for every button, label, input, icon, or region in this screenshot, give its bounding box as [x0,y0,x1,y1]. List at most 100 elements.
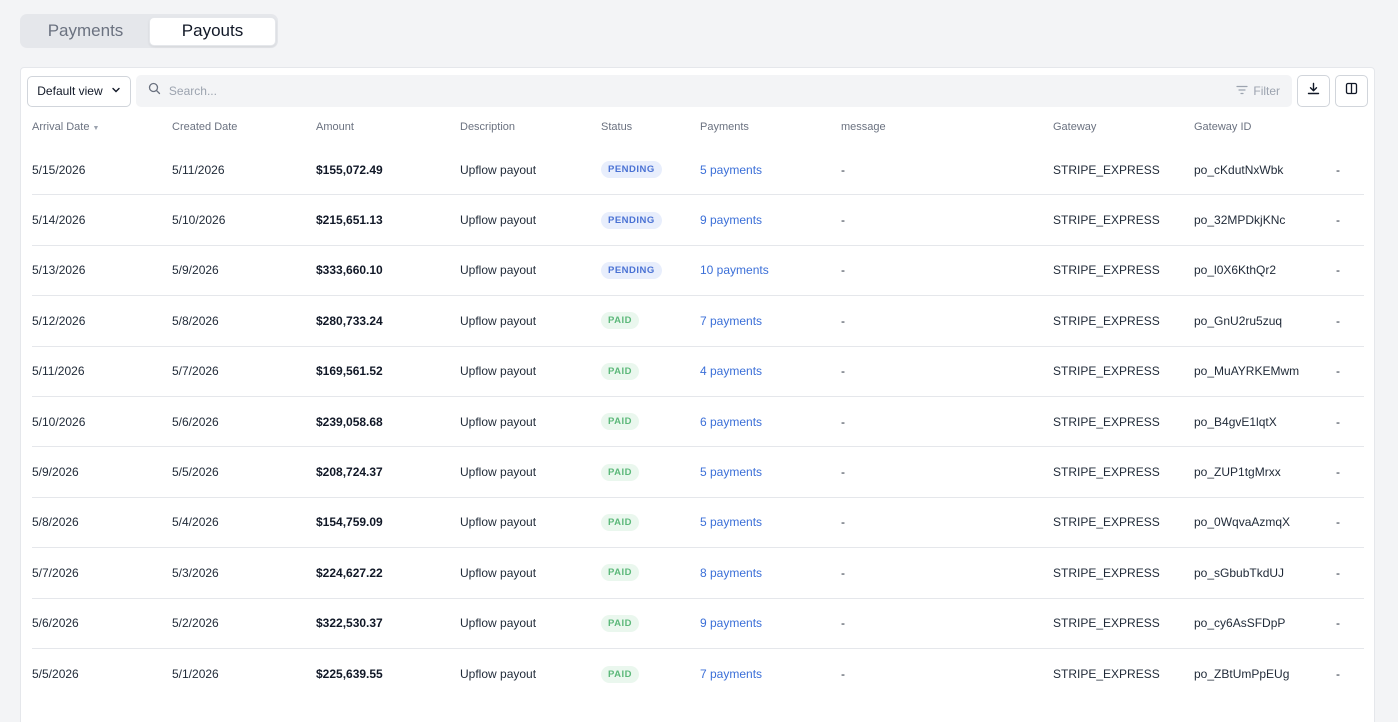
payments-cell: 4 payments [700,364,841,378]
payments-link[interactable]: 7 payments [700,313,763,328]
column-header-gateway-id[interactable]: Gateway ID [1194,121,1252,133]
view-select-label: Default view [37,84,103,98]
gateway-cell: STRIPE_EXPRESS [1053,667,1160,682]
created-date-cell: 5/6/2026 [172,414,219,429]
status-badge: PENDING [601,211,662,229]
table-row[interactable]: 5/10/2026 5/6/2026 $239,058.68 Upflow payou… [32,397,1364,448]
created-date-cell: 5/7/2026 [172,364,219,379]
gateway-cell: STRIPE_EXPRESS [1053,616,1160,631]
gateway-id-cell: po_l0X6KthQr2 [1194,263,1277,278]
table-row[interactable]: 5/12/2026 5/8/2026 $280,733.24 Upflow payou… [32,296,1364,347]
payments-cell: 7 payments [700,667,841,681]
table-row[interactable]: 5/6/2026 5/2/2026 $322,530.37 Upflow payout… [32,599,1364,649]
extra-cell: - [1336,565,1340,580]
payments-link[interactable]: 8 payments [700,565,763,580]
payments-link[interactable]: 5 payments [700,162,763,177]
payments-cell: 10 payments [700,263,841,277]
gateway-cell: STRIPE_EXPRESS [1053,414,1160,429]
extra-cell: - [1336,465,1340,480]
payments-link[interactable]: 7 payments [700,667,763,682]
description-cell: Upflow payout [460,616,537,631]
column-header-created-date[interactable]: Created Date [172,121,238,133]
table-row[interactable]: 5/14/2026 5/10/2026 $215,651.13 Upflow payo… [32,195,1364,246]
status-cell: PAID [601,413,700,431]
message-cell: - [841,213,845,228]
chevron-down-icon [111,84,121,98]
message-cell: - [841,667,845,682]
extra-cell: - [1336,414,1340,429]
description-cell: Upflow payout [460,465,537,480]
gateway-id-cell: po_ZUP1tgMrxx [1194,465,1281,480]
payments-link[interactable]: 4 payments [700,364,763,379]
column-header-gateway[interactable]: Gateway [1053,121,1097,133]
amount-cell: $333,660.10 [316,263,383,278]
status-badge: PAID [601,413,639,431]
search-input[interactable] [168,84,1237,98]
amount-cell: $239,058.68 [316,414,383,429]
filter-icon [1236,84,1248,98]
status-badge: PAID [601,614,639,632]
payments-cell: 5 payments [700,465,841,479]
tab-payouts[interactable]: Payouts [149,16,276,46]
gateway-id-cell: po_MuAYRKEMwm [1194,364,1300,379]
payments-link[interactable]: 5 payments [700,465,763,480]
table-row[interactable]: 5/8/2026 5/4/2026 $154,759.09 Upflow payout… [32,498,1364,549]
payments-link[interactable]: 5 payments [700,515,763,530]
column-header-message[interactable]: message [841,121,886,133]
created-date-cell: 5/10/2026 [172,213,226,228]
column-header-arrival-date[interactable]: Arrival Date ▼ [32,121,172,133]
status-badge: PAID [601,463,639,481]
payments-link[interactable]: 6 payments [700,414,763,429]
gateway-id-cell: po_0WqvaAzmqX [1194,515,1291,530]
table-row[interactable]: 5/11/2026 5/7/2026 $169,561.52 Upflow payou… [32,347,1364,397]
status-cell: PENDING [601,161,700,179]
arrival-date-cell: 5/7/2026 [32,565,79,580]
status-cell: PAID [601,614,700,632]
status-badge: PAID [601,665,639,683]
extra-cell: - [1336,364,1340,379]
arrival-date-cell: 5/9/2026 [32,465,79,480]
created-date-cell: 5/4/2026 [172,515,219,530]
amount-cell: $225,639.55 [316,667,383,682]
description-cell: Upflow payout [460,565,537,580]
extra-cell: - [1336,162,1340,177]
payments-link[interactable]: 10 payments [700,263,769,278]
table-row[interactable]: 5/15/2026 5/11/2026 $155,072.49 Upflow payo… [32,145,1364,196]
description-cell: Upflow payout [460,364,537,379]
table-row[interactable]: 5/13/2026 5/9/2026 $333,660.10 Upflow payou… [32,246,1364,297]
amount-cell: $280,733.24 [316,313,383,328]
status-cell: PAID [601,564,700,582]
extra-cell: - [1336,213,1340,228]
column-header-status[interactable]: Status [601,121,633,133]
payments-link[interactable]: 9 payments [700,213,763,228]
table-row[interactable]: 5/9/2026 5/5/2026 $208,724.37 Upflow payout… [32,447,1364,498]
gateway-id-cell: po_GnU2ru5zuq [1194,313,1283,328]
created-date-cell: 5/9/2026 [172,263,219,278]
download-button[interactable] [1297,75,1331,107]
created-date-cell: 5/8/2026 [172,313,219,328]
amount-cell: $154,759.09 [316,515,383,530]
table-row[interactable]: 5/7/2026 5/3/2026 $224,627.22 Upflow payout… [32,548,1364,599]
column-header-payments[interactable]: Payments [700,121,749,133]
payments-cell: 9 payments [700,213,841,227]
message-cell: - [841,263,845,278]
arrival-date-cell: 5/5/2026 [32,667,79,682]
gateway-cell: STRIPE_EXPRESS [1053,263,1160,278]
description-cell: Upflow payout [460,313,537,328]
columns-button[interactable] [1335,75,1368,107]
column-header-amount[interactable]: Amount [316,121,354,133]
payouts-card: Default view Filter [20,67,1375,722]
view-select[interactable]: Default view [27,75,131,107]
message-cell: - [841,414,845,429]
payments-link[interactable]: 9 payments [700,616,763,631]
arrival-date-cell: 5/15/2026 [32,162,86,177]
status-badge: PAID [601,312,639,330]
tab-payments[interactable]: Payments [47,21,124,40]
status-cell: PAID [601,312,700,330]
payments-cell: 7 payments [700,314,841,328]
message-cell: - [841,162,845,177]
table-row[interactable]: 5/5/2026 5/1/2026 $225,639.55 Upflow payout… [32,649,1364,699]
column-header-description[interactable]: Description [460,121,516,133]
filter-button[interactable]: Filter [1236,84,1280,98]
arrival-date-cell: 5/13/2026 [32,263,86,278]
